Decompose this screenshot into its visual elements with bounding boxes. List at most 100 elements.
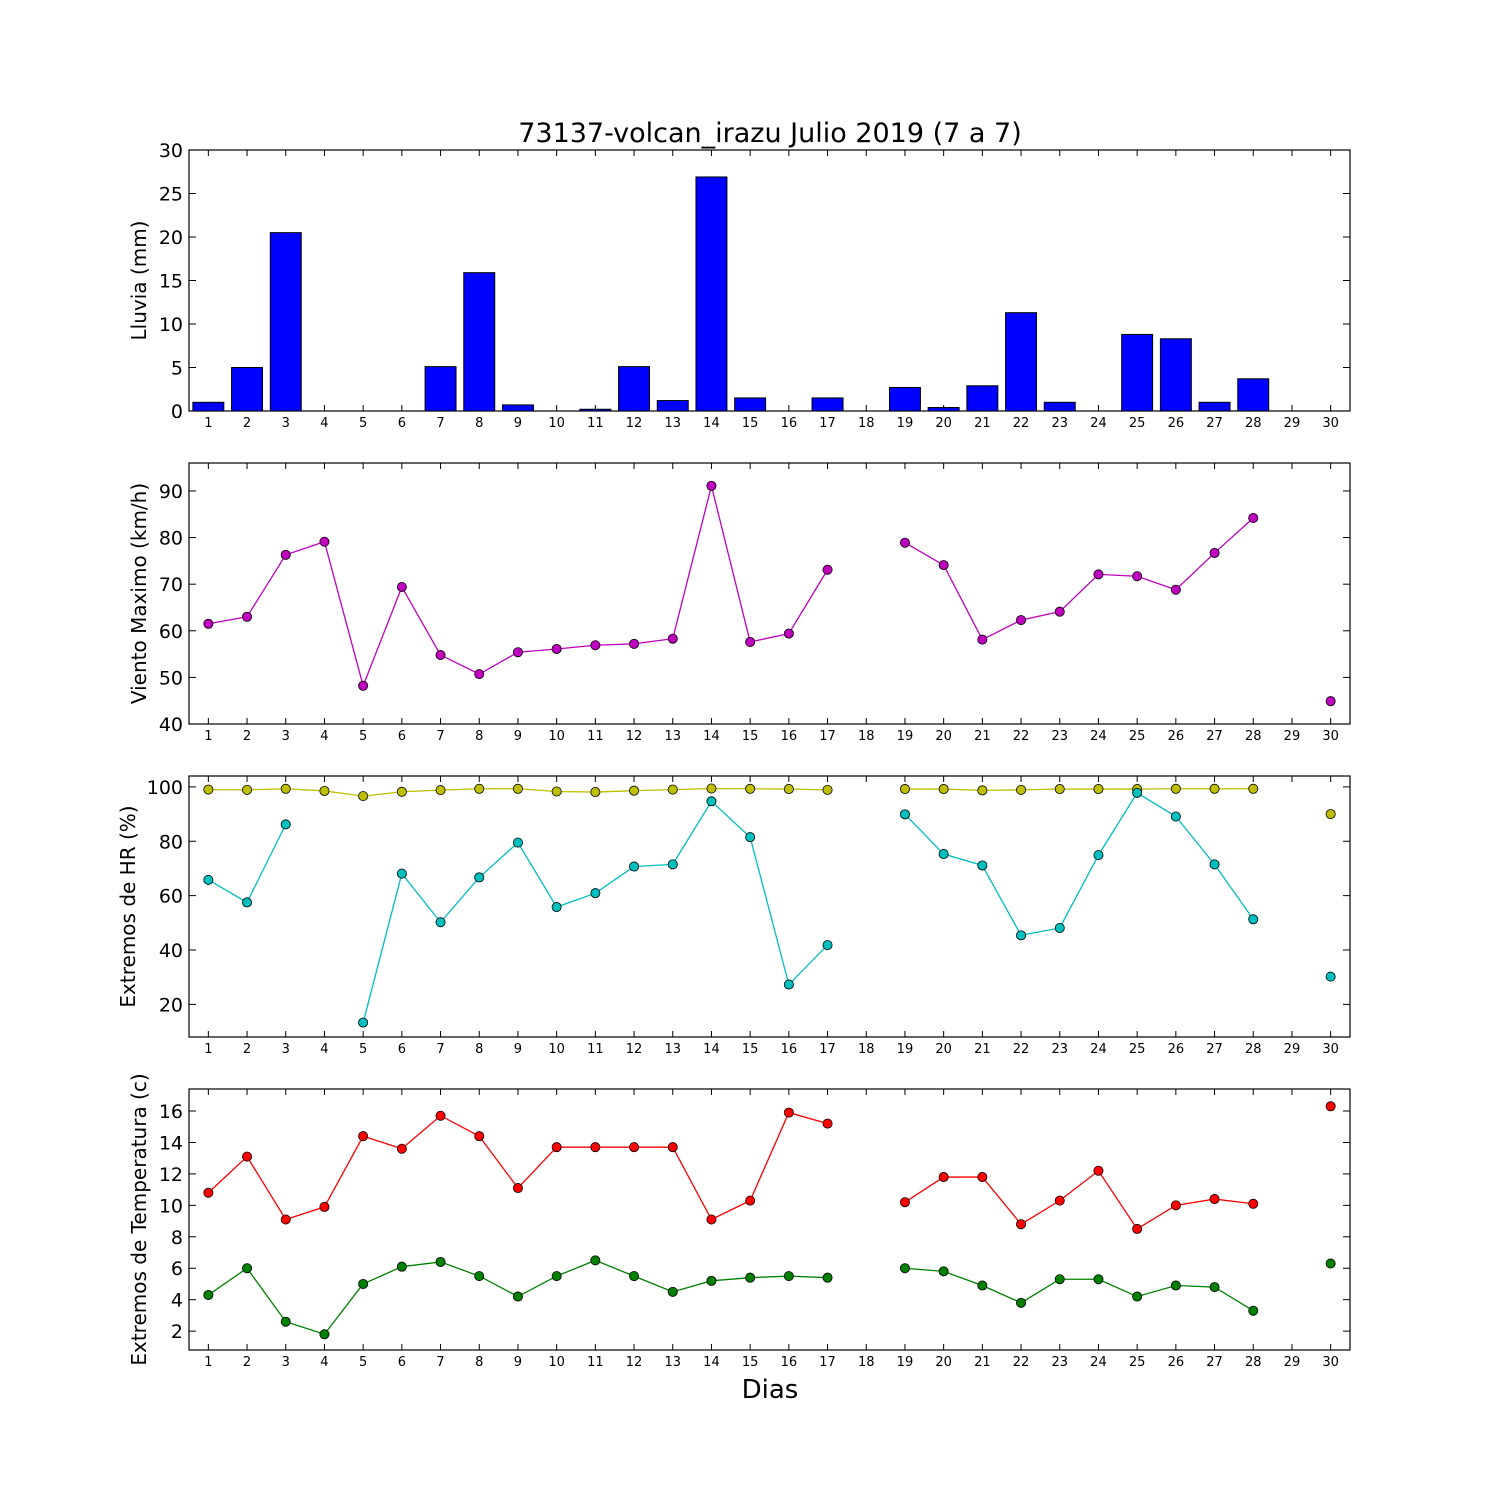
x-tick-label: 29 xyxy=(1284,416,1301,431)
data-point xyxy=(667,1286,678,1297)
data-point xyxy=(1132,1223,1143,1234)
x-tick-label: 18 xyxy=(858,1355,875,1370)
series-line xyxy=(904,788,1254,792)
x-tick-label: 30 xyxy=(1322,416,1339,431)
data-point xyxy=(242,897,253,908)
data-point xyxy=(1209,783,1220,794)
bar xyxy=(424,366,457,412)
data-point xyxy=(1325,809,1336,820)
x-axis-label: Dias xyxy=(742,1375,799,1405)
x-tick-label: 24 xyxy=(1090,416,1107,431)
x-tick-label: 11 xyxy=(587,1042,604,1057)
y-axis-label: Extremos de Temperatura (c) xyxy=(127,1073,151,1365)
x-tick-label: 22 xyxy=(1013,1042,1030,1057)
x-tick-label: 26 xyxy=(1168,416,1185,431)
x-tick-label: 24 xyxy=(1090,1042,1107,1057)
x-tick-label: 28 xyxy=(1245,729,1262,744)
y-axis-label: Lluvia (mm) xyxy=(127,221,151,341)
x-tick-label: 17 xyxy=(819,416,836,431)
y-tick-label: 2 xyxy=(171,1321,183,1343)
x-tick-label: 17 xyxy=(819,1355,836,1370)
data-point xyxy=(1054,606,1065,617)
x-tick-label: 16 xyxy=(781,1355,798,1370)
x-tick-label: 20 xyxy=(935,729,952,744)
data-point xyxy=(590,640,601,651)
data-point xyxy=(551,643,562,654)
x-tick-label: 2 xyxy=(243,729,251,744)
x-tick-label: 9 xyxy=(514,729,522,744)
x-tick-label: 12 xyxy=(626,1042,643,1057)
x-tick-label: 27 xyxy=(1206,416,1223,431)
data-point xyxy=(474,669,485,680)
data-point xyxy=(1170,584,1181,595)
data-point xyxy=(1016,784,1027,795)
data-point xyxy=(938,849,949,860)
x-tick-label: 23 xyxy=(1051,416,1068,431)
x-tick-label: 15 xyxy=(742,729,759,744)
x-tick-label: 13 xyxy=(664,416,681,431)
data-point xyxy=(551,1271,562,1282)
x-tick-label: 5 xyxy=(359,416,367,431)
x-tick-label: 6 xyxy=(398,416,406,431)
data-point xyxy=(1170,811,1181,822)
data-point xyxy=(319,785,330,796)
x-tick-label: 11 xyxy=(587,416,604,431)
x-tick-label: 22 xyxy=(1013,416,1030,431)
data-point xyxy=(396,1261,407,1272)
x-tick-label: 26 xyxy=(1168,1355,1185,1370)
x-tick-label: 12 xyxy=(626,416,643,431)
data-point xyxy=(1170,1200,1181,1211)
bar xyxy=(811,397,844,412)
bar xyxy=(269,232,302,412)
y-axis-label: Viento Maximo (km/h) xyxy=(127,483,151,704)
data-point xyxy=(977,1172,988,1183)
data-series xyxy=(203,787,1336,1028)
x-tick-label: 15 xyxy=(742,1355,759,1370)
x-tick-label: 28 xyxy=(1245,1042,1262,1057)
data-point xyxy=(783,628,794,639)
bar xyxy=(656,400,689,412)
data-point xyxy=(706,1214,717,1225)
data-point xyxy=(629,638,640,649)
data-point xyxy=(706,480,717,491)
x-tick-label: 4 xyxy=(320,1042,328,1057)
x-tick-label: 30 xyxy=(1322,1042,1339,1057)
y-tick-label: 16 xyxy=(159,1101,183,1123)
data-point xyxy=(474,783,485,794)
data-point xyxy=(1054,1195,1065,1206)
data-point xyxy=(551,786,562,797)
data-point xyxy=(512,783,523,794)
x-tick-label: 23 xyxy=(1051,1355,1068,1370)
data-point xyxy=(745,1272,756,1283)
data-point xyxy=(1016,930,1027,941)
x-tick-label: 8 xyxy=(475,1042,483,1057)
data-point xyxy=(1248,1198,1259,1209)
x-tick-label: 20 xyxy=(935,1355,952,1370)
data-point xyxy=(203,1187,214,1198)
bar xyxy=(1237,378,1270,412)
x-tick-label: 17 xyxy=(819,729,836,744)
x-tick-label: 6 xyxy=(398,1355,406,1370)
data-point xyxy=(745,636,756,647)
x-tick-label: 16 xyxy=(781,729,798,744)
data-point xyxy=(822,1118,833,1129)
figure-title: 73137-volcan_irazu Julio 2019 (7 a 7) xyxy=(518,118,1022,149)
series-line xyxy=(207,1111,828,1221)
x-tick-label: 17 xyxy=(819,1042,836,1057)
x-tick-label: 21 xyxy=(974,1355,991,1370)
y-tick-label: 100 xyxy=(147,777,183,799)
y-tick-label: 50 xyxy=(159,667,183,689)
data-point xyxy=(938,784,949,795)
y-tick-label: 90 xyxy=(159,481,183,503)
x-tick-label: 3 xyxy=(282,1042,290,1057)
x-tick-label: 10 xyxy=(548,416,565,431)
x-tick-label: 14 xyxy=(703,729,720,744)
x-tick-label: 26 xyxy=(1168,1042,1185,1057)
x-tick-label: 3 xyxy=(282,729,290,744)
x-tick-label: 25 xyxy=(1129,416,1146,431)
data-point xyxy=(242,784,253,795)
x-tick-label: 27 xyxy=(1206,1355,1223,1370)
